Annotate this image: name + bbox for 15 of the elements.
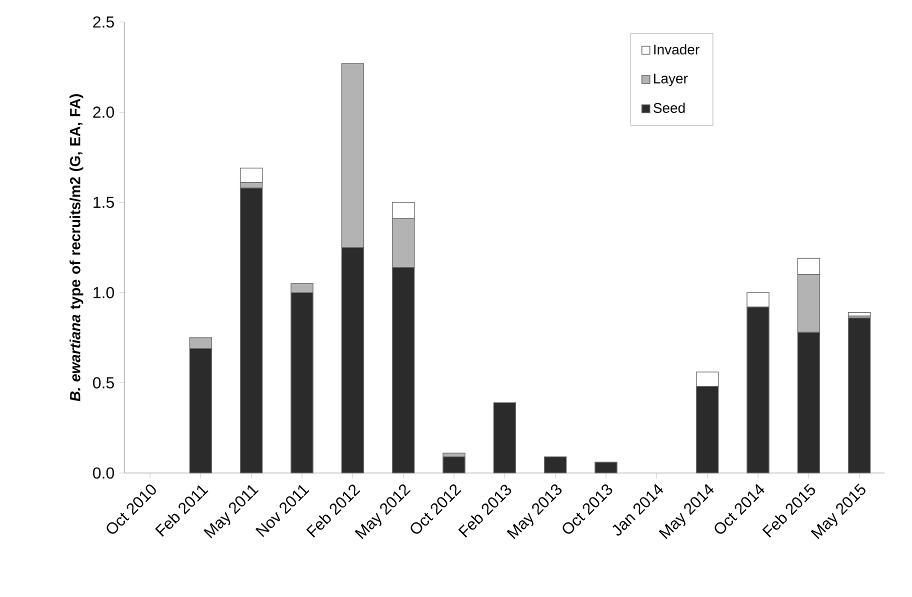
- y-tick-label: 0.0: [93, 467, 114, 479]
- bar: [848, 317, 871, 474]
- y-tick-label: 1.5: [94, 196, 114, 208]
- legend-label: Layer: [654, 74, 688, 86]
- y-tick-label: 2.5: [93, 16, 114, 28]
- bar: [594, 462, 618, 474]
- legend-label: Seed: [654, 102, 685, 113]
- legend-label: Invader: [654, 44, 700, 54]
- bar: [493, 402, 516, 474]
- bar: [442, 456, 466, 474]
- y-axis-title: B. ewartiana type of recruits/m2 (G, EA, FA): [70, 94, 84, 402]
- y-tick-label: 1.0: [94, 286, 114, 298]
- y-tick-label: 0.5: [93, 377, 114, 388]
- y-tick-label: 2.0: [93, 106, 114, 118]
- bar: [544, 456, 567, 474]
